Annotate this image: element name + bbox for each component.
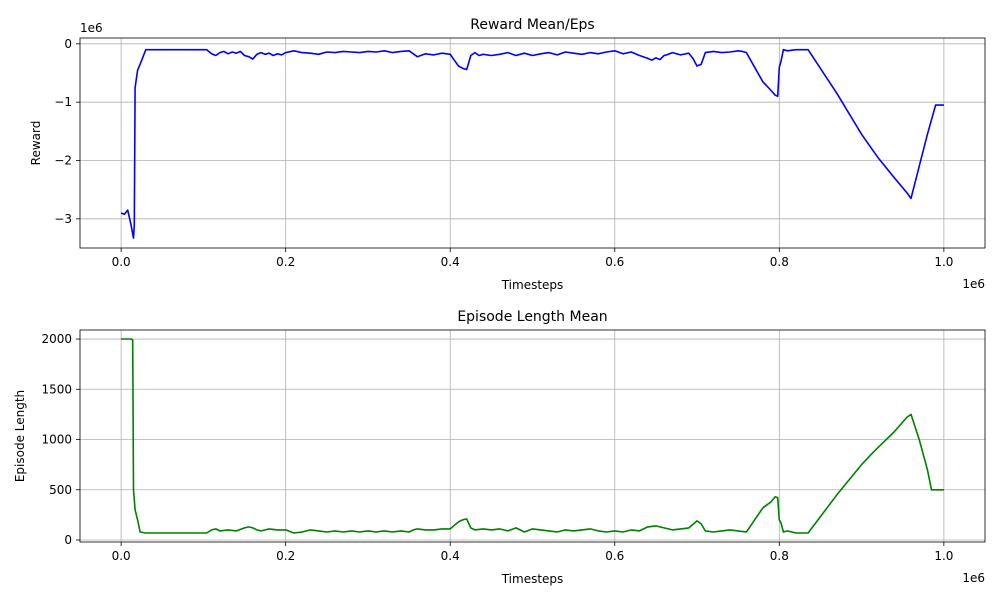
reward-y-tick-label: −3 [54,212,72,226]
episode-length-chart-title: Episode Length Mean [457,309,607,325]
episode-length-ticks: 0.0 0.2 0.4 0.6 0.8 1.0 0 500 1000 1500 2000 [41,332,953,563]
episode-length-x-tick-label: 0.6 [605,549,624,563]
episode-length-y-tick-label: 0 [64,533,72,547]
reward-plot-frame [79,37,986,249]
episode-length-line-layer [121,338,944,534]
episode-length-x-tick-label: 0.0 [112,549,131,563]
reward-x-tick-label: 0.2 [276,255,295,269]
reward-x-tick-label: 0.0 [112,255,131,269]
episode-length-x-offset-text: 1e6 [962,571,985,585]
episode-length-y-tick-label: 1000 [41,433,72,447]
reward-x-offset-text: 1e6 [962,277,985,291]
episode-length-x-axis-label: Timesteps [501,572,564,586]
episode-length-subplot: 0.0 0.2 0.4 0.6 0.8 1.0 0 500 1000 1500 2000 Episo… [13,309,986,586]
reward-subplot: 0.0 0.2 0.4 0.6 0.8 1.0 −3 −2 −1 0 Reward Mean/Ep… [29,17,986,292]
reward-x-tick-label: 0.6 [605,255,624,269]
episode-length-y-tick-label: 2000 [41,332,72,346]
episode-length-plot-frame [79,329,986,543]
reward-x-tick-label: 0.8 [770,255,789,269]
reward-x-tick-label: 0.4 [441,255,460,269]
reward-line-layer [120,48,944,239]
reward-chart-title: Reward Mean/Eps [470,17,594,33]
reward-ticks: 0.0 0.2 0.4 0.6 0.8 1.0 −3 −2 −1 0 [54,37,953,269]
reward-grid [80,38,985,248]
episode-length-x-tick-label: 0.4 [441,549,460,563]
episode-length-grid [80,330,985,542]
episode-length-y-axis-label: Episode Length [13,390,27,482]
episode-length-y-tick-label: 500 [49,483,72,497]
episode-length-x-tick-label: 0.8 [770,549,789,563]
reward-y-tick-label: −2 [54,154,72,168]
reward-x-axis-label: Timesteps [501,278,564,292]
reward-series-line [120,48,944,239]
reward-x-tick-label: 1.0 [934,255,953,269]
episode-length-series-line [121,338,944,534]
episode-length-x-tick-label: 1.0 [934,549,953,563]
reward-y-axis-label: Reward [29,121,43,166]
episode-length-x-tick-label: 0.2 [276,549,295,563]
reward-y-tick-label: 0 [64,37,72,51]
episode-length-y-tick-label: 1500 [41,382,72,396]
reward-y-offset-text: 1e6 [80,21,103,35]
reward-y-tick-label: −1 [54,95,72,109]
